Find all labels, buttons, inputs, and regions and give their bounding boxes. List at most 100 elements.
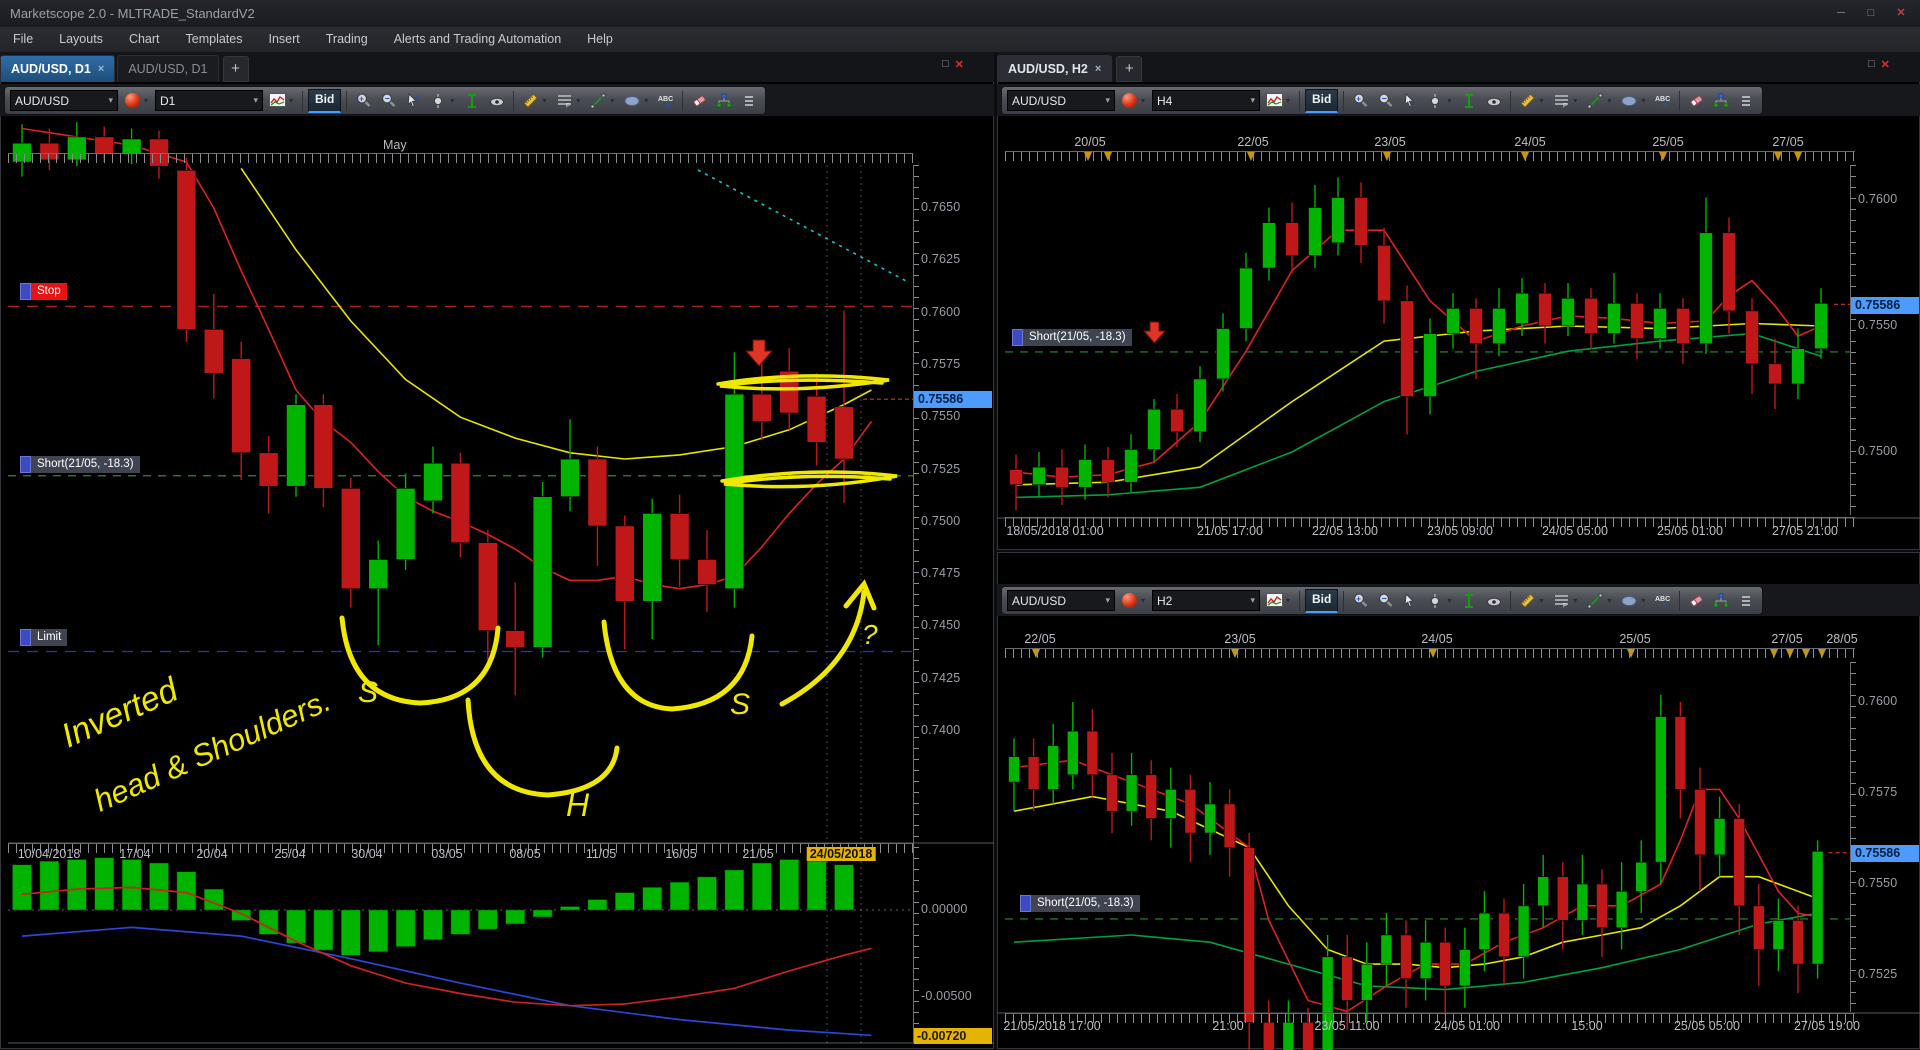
period-dropdown[interactable]: H4 ▾ [1152, 90, 1260, 111]
auto-scroll-icon[interactable] [1483, 90, 1505, 112]
candle-body[interactable] [1722, 232, 1736, 312]
short-position-label[interactable]: Short(21/05, -18.3) [1020, 895, 1140, 912]
zoom-in-icon[interactable]: + [352, 90, 374, 112]
chevron-down-icon[interactable]: ▾ [1286, 96, 1291, 105]
chevron-down-icon[interactable]: ▾ [1141, 96, 1146, 105]
d1-plot[interactable] [8, 122, 913, 696]
chevron-down-icon[interactable]: ▾ [1539, 596, 1544, 605]
eraser-tool-icon[interactable] [688, 90, 710, 112]
candle-body[interactable] [1674, 716, 1687, 790]
h2-tab-0[interactable]: AUD/USD, H2 × [997, 55, 1113, 82]
candle-body[interactable] [1676, 308, 1690, 344]
candle-body[interactable] [1423, 333, 1437, 397]
candle-body[interactable] [532, 496, 553, 648]
maximize-icon[interactable]: □ [1867, 7, 1875, 19]
period-dropdown[interactable]: H2 ▾ [1152, 590, 1260, 611]
h4-price-ruler[interactable] [1850, 165, 1856, 515]
candle-body[interactable] [368, 559, 389, 590]
candle-body[interactable] [1630, 303, 1644, 339]
d1-tab-1[interactable]: AUD/USD, D1 [117, 55, 219, 82]
close-icon[interactable]: ✕ [1896, 7, 1906, 19]
measure-icon[interactable] [427, 90, 449, 112]
candle-body[interactable] [1124, 449, 1138, 483]
candle-body[interactable] [450, 462, 471, 544]
candle-body[interactable] [1009, 469, 1023, 486]
order-tool-icon[interactable] [713, 90, 735, 112]
candle-body[interactable] [1615, 890, 1628, 928]
candle-body[interactable] [1008, 756, 1020, 783]
chart-type-icon[interactable] [1263, 90, 1285, 112]
candle-body[interactable] [231, 358, 251, 454]
short-position-label[interactable]: Short(21/05, -18.3) [20, 456, 140, 473]
candle-body[interactable] [1285, 222, 1299, 256]
instrument-sphere-icon[interactable] [1118, 90, 1140, 112]
candle-body[interactable] [1584, 297, 1598, 334]
minimize-icon[interactable]: ─ [1837, 7, 1845, 19]
candle-body[interactable] [1243, 847, 1255, 1023]
menu-item-help[interactable]: Help [587, 32, 613, 46]
text-tool-icon[interactable]: ABC + [655, 90, 677, 112]
candle-body[interactable] [1635, 861, 1647, 892]
chevron-down-icon[interactable]: ▾ [1641, 596, 1646, 605]
toolbar-menu-icon[interactable] [1735, 90, 1757, 112]
candle-body[interactable] [313, 404, 334, 489]
trendline-tool-icon[interactable] [587, 90, 609, 112]
menu-item-templates[interactable]: Templates [185, 32, 243, 46]
fibonacci-tool-icon[interactable]: F [1550, 90, 1572, 112]
symbol-dropdown[interactable]: AUD/USD ▾ [1007, 90, 1115, 111]
candle-body[interactable] [1204, 803, 1216, 834]
menu-item-trading[interactable]: Trading [325, 32, 368, 46]
zoom-in-icon[interactable]: + [1349, 590, 1371, 612]
vertical-scale-icon[interactable] [1458, 90, 1480, 112]
candle-body[interactable] [1223, 803, 1236, 848]
chevron-down-icon[interactable]: ▾ [542, 96, 547, 105]
candle-body[interactable] [1145, 774, 1157, 819]
d1-bottom-time-ruler[interactable] [8, 843, 913, 853]
order-tool-icon[interactable] [1710, 90, 1732, 112]
candle-body[interactable] [1308, 207, 1322, 256]
chevron-down-icon[interactable]: ▾ [450, 96, 455, 105]
chevron-down-icon[interactable]: ▾ [1607, 96, 1612, 105]
zoom-out-icon[interactable]: − [377, 90, 399, 112]
measure-icon[interactable] [1424, 590, 1446, 612]
candle-body[interactable] [1733, 818, 1745, 907]
h2-ma_slow[interactable] [1013, 912, 1818, 991]
h4-bottom-time-ruler[interactable] [1005, 517, 1855, 527]
candle-body[interactable] [614, 525, 635, 602]
menu-item-layouts[interactable]: Layouts [59, 32, 103, 46]
candle-body[interactable] [1791, 348, 1805, 385]
candle-body[interactable] [1282, 1022, 1295, 1050]
candle-body[interactable] [1439, 941, 1451, 987]
candle-body[interactable] [1055, 466, 1069, 488]
drag-handle[interactable] [1020, 895, 1031, 912]
h4-top-time-ruler[interactable] [1005, 151, 1855, 161]
candle-body[interactable] [1078, 459, 1092, 488]
candle-body[interactable] [395, 488, 416, 560]
candle-body[interactable] [286, 404, 306, 487]
candle-body[interactable] [505, 630, 526, 648]
menu-item-insert[interactable]: Insert [268, 32, 300, 46]
ruler-tool-icon[interactable] [1516, 90, 1538, 112]
candle-body[interactable] [1165, 789, 1177, 819]
tab-close-icon[interactable]: × [97, 63, 105, 75]
candle-body[interactable] [1239, 267, 1253, 329]
zoom-out-icon[interactable]: − [1374, 590, 1396, 612]
right-charts-canvas[interactable] [997, 0, 1920, 1050]
close-panel-icon[interactable]: ✕ [1880, 59, 1890, 71]
eraser-tool-icon[interactable] [1685, 590, 1707, 612]
candle-body[interactable] [1655, 716, 1667, 863]
auto-scroll-icon[interactable] [1483, 590, 1505, 612]
candle-body[interactable] [1047, 745, 1059, 790]
chevron-down-icon[interactable]: ▾ [1539, 96, 1544, 105]
chevron-down-icon[interactable]: ▾ [610, 96, 615, 105]
candle-body[interactable] [560, 458, 580, 497]
candle-body[interactable] [1361, 963, 1373, 1001]
candle-body[interactable] [1354, 197, 1368, 246]
pointer-add-icon[interactable]: + [1399, 90, 1421, 112]
eraser-tool-icon[interactable] [1685, 90, 1707, 112]
candle-body[interactable] [1216, 328, 1230, 380]
candle-body[interactable] [1027, 756, 1040, 790]
candle-body[interactable] [94, 136, 114, 154]
candle-body[interactable] [1772, 920, 1785, 950]
fibonacci-tool-icon[interactable]: F [1550, 590, 1572, 612]
